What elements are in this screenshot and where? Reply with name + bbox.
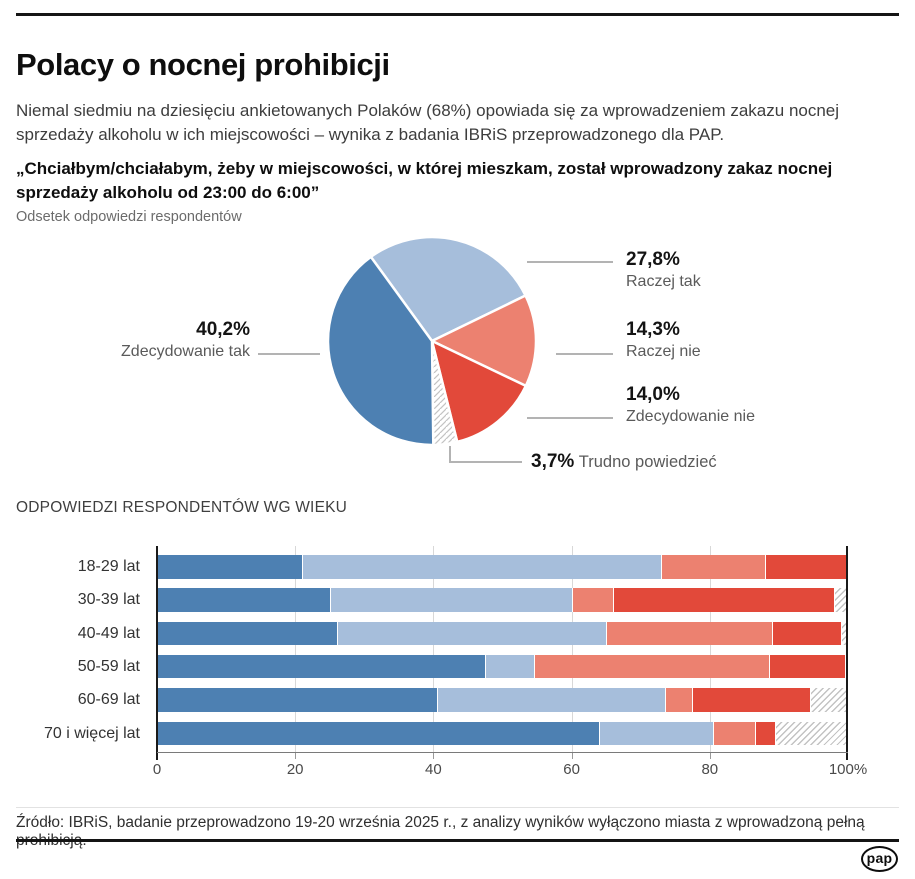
callout-line — [258, 353, 320, 355]
pie-callout-trudno-powiedziec: 3,7% Trudno powiedzieć — [531, 451, 717, 473]
axis-ticks — [157, 753, 848, 760]
axis-baseline — [157, 752, 848, 753]
callout-line — [556, 353, 613, 355]
pie-value: 14,3% — [626, 319, 680, 340]
bar-segment-hatch — [809, 688, 848, 712]
bar-segment-strong-no — [754, 721, 776, 746]
pie-chart — [326, 235, 538, 447]
footer-hairline — [16, 807, 899, 808]
source-note: Źródło: IBRiS, badanie przeprowadzono 19… — [16, 814, 865, 849]
axis-tick — [709, 753, 711, 759]
bar-category-label: 18-29 lat — [77, 558, 140, 575]
bar-row — [157, 654, 848, 679]
bar-segment-rather-yes — [436, 688, 665, 712]
bar-chart-title: ODPOWIEDZI RESPONDENTÓW WG WIEKU — [16, 499, 348, 516]
bottom-rule — [16, 839, 899, 842]
pie-slice-rather-no — [430, 294, 538, 388]
gridline — [433, 546, 435, 753]
axis-tick — [295, 753, 297, 759]
bar-segment-strong-yes — [157, 721, 600, 746]
bar-segment-rather-yes — [329, 588, 572, 612]
pie-callout-zdecydowanie-tak: 40,2% Zdecydowanie tak — [58, 319, 250, 363]
bar-segment-hatch — [841, 621, 848, 646]
pie-callout-raczej-nie: 14,3% Raczej nie — [626, 319, 701, 363]
gridline — [295, 546, 297, 753]
pie-slice-rather-yes — [369, 235, 527, 343]
bar-row — [157, 555, 848, 579]
bar-segment-rather-yes — [302, 555, 662, 579]
pie-value: 14,0% — [626, 384, 680, 405]
pie-label: Trudno powiedzieć — [578, 453, 717, 471]
bar-row — [157, 588, 848, 612]
callout-elbow-line — [449, 446, 451, 463]
axis-tick-label: 0 — [152, 761, 162, 778]
axis-left-line — [156, 546, 158, 760]
bar-segment-strong-yes — [157, 621, 337, 646]
survey-question: „Chciałbym/chciałabym, żeby w miejscowoś… — [16, 159, 833, 202]
bar-segment-hatch — [834, 588, 848, 612]
bar-segment-strong-no — [613, 588, 835, 612]
bar-segment-strong-yes — [157, 688, 437, 712]
bar-category-label: 40-49 lat — [77, 624, 140, 642]
bar-segment-strong-yes — [157, 654, 486, 679]
bar-row — [157, 621, 848, 646]
bar-category-label: 50-59 lat — [77, 657, 140, 675]
axis-tick-label: 40 — [425, 761, 442, 778]
callout-line — [527, 417, 613, 419]
bar-category-label: 70 i więcej lat — [43, 724, 140, 742]
pap-logo: pap — [861, 846, 898, 872]
bar-segment-strong-no — [771, 621, 842, 646]
pie-value: 40,2% — [196, 319, 250, 340]
bar-segment-strong-no — [768, 654, 845, 679]
pie-callout-zdecydowanie-nie: 14,0% Zdecydowanie nie — [626, 384, 755, 428]
bar-row — [157, 721, 848, 746]
bar-segment-strong-yes — [157, 555, 303, 579]
bar-segment-rather-no — [713, 721, 755, 746]
bar-segment-rather-yes — [485, 654, 534, 679]
bar-segment-strong-yes — [157, 588, 330, 612]
gridline — [709, 546, 711, 753]
pie-value: 3,7% — [531, 451, 575, 472]
axis-tick-labels: 0 20 40 60 80 100% — [153, 761, 867, 781]
axis-tick-label: 60 — [563, 761, 580, 778]
bar-chart-plot — [157, 546, 848, 753]
pie-label: Zdecydowanie nie — [626, 408, 755, 425]
lead-paragraph: Niemal siedmiu na dziesięciu ankietowany… — [16, 101, 840, 144]
axis-right-line — [846, 546, 848, 760]
callout-line — [449, 461, 522, 463]
callout-line — [527, 261, 613, 263]
page-title: Polacy o nocnej prohibicji — [16, 46, 390, 82]
bar-row — [157, 688, 848, 712]
bar-segment-rather-no — [664, 688, 693, 712]
bar-segment-rather-no — [533, 654, 769, 679]
bar-segment-strong-no — [765, 555, 848, 579]
bar-category-label: 30-39 lat — [77, 591, 140, 609]
axis-tick — [433, 753, 435, 759]
bar-category-labels: 18-29 lat 30-39 lat 40-49 lat 50-59 lat 60-6… — [0, 546, 148, 756]
pie-value: 27,8% — [626, 249, 680, 270]
pie-subtitle: Odsetek odpowiedzi respondentów — [16, 208, 242, 225]
pie-slice-strong-yes — [326, 255, 435, 447]
gridline — [571, 546, 573, 753]
pie-svg — [326, 235, 538, 447]
axis-tick-label: 80 — [701, 761, 719, 778]
axis-tick — [571, 753, 573, 759]
top-rule — [16, 13, 899, 16]
pie-slice-strong-no — [430, 339, 528, 444]
bar-segment-rather-no — [571, 588, 614, 612]
axis-tick-label: 20 — [286, 761, 304, 778]
axis-tick-label: 100% — [828, 761, 868, 778]
pie-label: Raczej tak — [626, 273, 701, 290]
bar-segment-rather-no — [606, 621, 772, 646]
bar-segment-strong-no — [692, 688, 810, 712]
bar-segment-hatch — [775, 721, 848, 746]
bar-segment-rather-yes — [336, 621, 607, 646]
pie-label: Raczej nie — [626, 343, 701, 360]
pie-callout-raczej-tak: 27,8% Raczej tak — [626, 249, 701, 293]
bar-segment-rather-yes — [599, 721, 714, 746]
bar-segment-rather-no — [661, 555, 766, 579]
bar-category-label: 60-69 lat — [77, 691, 140, 709]
pie-label: Zdecydowanie tak — [121, 343, 250, 360]
